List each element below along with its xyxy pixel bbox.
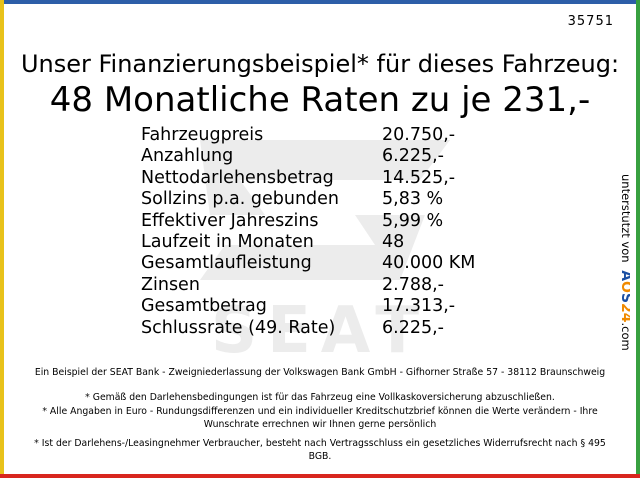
row-label: Nettodarlehensbetrag xyxy=(141,167,334,188)
sponsor-prefix: unterstützt von xyxy=(619,174,630,263)
row-value: 6.225,- xyxy=(382,146,444,167)
sponsor-suffix: .com xyxy=(619,323,630,350)
row-label: Fahrzeugpreis xyxy=(141,125,264,145)
row-value: 5,83 % xyxy=(382,189,444,210)
row-label: Gesamtlaufleistung xyxy=(141,253,312,274)
footnote-rounding: * Alle Angaben in Euro - Rundungsdiffere… xyxy=(42,406,598,430)
row-value: 40.000 KM xyxy=(382,253,476,274)
row-value: 17.313,- xyxy=(382,296,456,317)
brand-letter-s: S xyxy=(618,293,630,303)
row-label: Sollzins p.a. gebunden xyxy=(141,189,340,210)
row-value: 20.750,- xyxy=(382,125,456,145)
row-label: Effektiver Jahreszins xyxy=(141,210,319,231)
row-label: Anzahlung xyxy=(141,146,234,167)
seat-logo-watermark: SEAT xyxy=(200,140,450,360)
brand-number: 24 xyxy=(618,303,630,323)
border-right xyxy=(636,0,640,478)
footnote-insurance: * Gemäß den Darlehensbedingungen ist für… xyxy=(85,392,555,403)
border-top xyxy=(0,0,640,4)
footnote-bank: Ein Beispiel der SEAT Bank - Zweignieder… xyxy=(34,367,606,378)
offer-code: 35751 xyxy=(567,14,614,29)
border-bottom xyxy=(0,474,640,478)
brand-letter-o: O xyxy=(618,281,630,293)
row-label: Zinsen xyxy=(141,274,200,295)
monthly-rate-title: 48 Monatliche Raten zu je 231,- xyxy=(49,80,591,120)
row-label: Schlussrate (49. Rate) xyxy=(141,317,336,338)
row-value: 2.788,- xyxy=(382,274,444,295)
row-value: 14.525,- xyxy=(382,167,456,188)
brand-letter-a: A xyxy=(618,270,630,281)
svg-text:unterstützt von AOS24.com: unterstützt von AOS24.com xyxy=(618,174,630,350)
row-value: 6.225,- xyxy=(382,317,444,338)
headline: Unser Finanzierungsbeispiel* für dieses … xyxy=(20,50,620,78)
footnote-withdrawal: * Ist der Darlehens-/Leasingnehmer Verbr… xyxy=(34,438,606,462)
row-value: 5,99 % xyxy=(382,210,444,231)
aos24-sponsor-badge: unterstützt von AOS24.com xyxy=(618,174,630,350)
row-value: 48 xyxy=(382,231,405,252)
row-label: Laufzeit in Monaten xyxy=(141,231,314,252)
row-label: Gesamtbetrag xyxy=(141,296,267,317)
watermark-text: SEAT xyxy=(211,294,429,360)
border-left xyxy=(0,0,4,478)
